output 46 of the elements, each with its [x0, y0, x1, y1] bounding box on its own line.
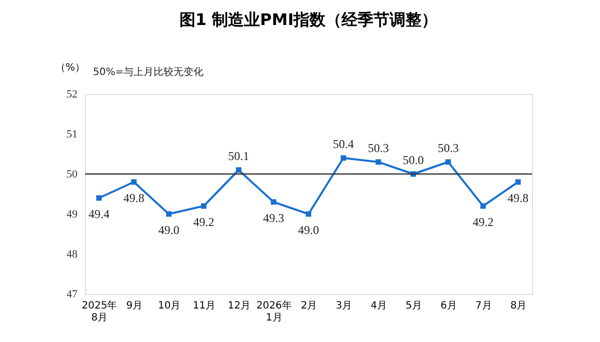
data-label: 49.2 [472, 215, 494, 229]
point [96, 195, 102, 201]
x-tick-label: 12月 [228, 300, 251, 312]
y-tick-label: 48 [66, 248, 78, 260]
data-label: 50.1 [228, 149, 250, 163]
point [515, 179, 521, 185]
data-label: 50.3 [368, 141, 389, 155]
x-tick-label: 9月 [126, 300, 143, 312]
x-tick-label: 7月 [475, 300, 492, 312]
point [166, 211, 172, 217]
point [200, 203, 206, 209]
point [445, 159, 451, 165]
data-label: 50.3 [438, 141, 459, 155]
y-tick-label: 50 [66, 168, 78, 180]
y-tick-label: 47 [66, 288, 78, 300]
data-label: 49.0 [158, 223, 180, 237]
point [236, 167, 242, 173]
y-axis-title: （%） [56, 62, 86, 74]
point [480, 203, 486, 209]
data-label: 49.8 [123, 191, 144, 205]
data-label: 49.8 [508, 191, 529, 205]
point [376, 159, 382, 165]
x-tick-label: 8月 [510, 300, 527, 312]
data-label: 50.4 [332, 137, 354, 151]
y-tick-label: 52 [66, 88, 78, 100]
x-tick-label: 2026年 1月 [256, 300, 292, 324]
y-tick-label: 49 [66, 208, 78, 220]
data-label: 50.0 [402, 153, 424, 167]
data-label: 49.3 [263, 211, 284, 225]
x-tick-label: 5月 [406, 300, 422, 312]
point [131, 179, 137, 185]
x-tick-label: 10月 [158, 300, 181, 312]
x-tick-label: 2025年 8月 [82, 300, 118, 324]
data-label: 49.4 [88, 207, 110, 221]
point [340, 155, 346, 161]
data-label: 49.0 [298, 223, 319, 237]
y-tick-label: 51 [66, 128, 78, 140]
data-label: 49.2 [193, 215, 214, 229]
text: 50%=与上月比较无变化 [93, 66, 204, 78]
x-tick-label: 6月 [440, 300, 457, 312]
x-tick-label: 2月 [300, 300, 318, 312]
x-tick-label: 11月 [192, 300, 216, 312]
x-tick-label: 4月 [370, 300, 388, 312]
chart-title: 图1 制造业PMI指数（经季节调整） [179, 10, 438, 29]
point [270, 199, 276, 205]
x-tick-label: 3月 [336, 300, 352, 312]
